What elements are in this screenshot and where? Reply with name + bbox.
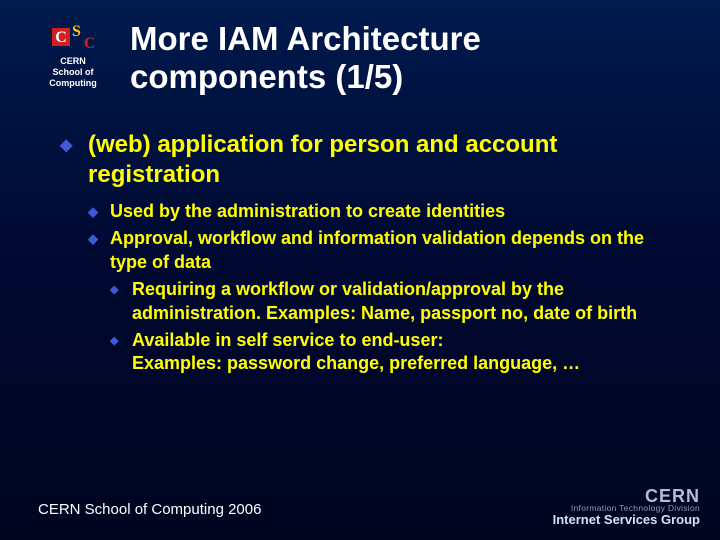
bullet-lvl2: Approval, workflow and information valid… bbox=[88, 227, 680, 274]
bullet-lvl3: Available in self service to end-user:Ex… bbox=[110, 329, 680, 376]
slide: C S C CERN School of Computing More IAM … bbox=[0, 0, 720, 540]
footer-cern: CERN bbox=[553, 487, 700, 505]
svg-text:C: C bbox=[84, 35, 94, 52]
footer-itd: Information Technology Division bbox=[553, 504, 700, 513]
logo-caption-line2: School of Computing bbox=[49, 67, 97, 88]
bullet-lvl1: (web) application for person and account… bbox=[60, 130, 680, 190]
csc-logo-icon: C S C bbox=[52, 22, 94, 52]
bullet-lvl2: Used by the administration to create ide… bbox=[88, 200, 680, 223]
footer-isg: Internet Services Group bbox=[553, 513, 700, 526]
svg-text:S: S bbox=[72, 23, 81, 40]
slide-body: (web) application for person and account… bbox=[60, 130, 680, 380]
bullet-lvl3: Requiring a workflow or validation/appro… bbox=[110, 278, 680, 325]
logo-top: C S C CERN School of Computing bbox=[38, 22, 108, 89]
logo-caption: CERN School of Computing bbox=[38, 56, 108, 89]
slide-title: More IAM Architecture components (1/5) bbox=[130, 20, 680, 96]
logo-caption-line1: CERN bbox=[60, 56, 86, 66]
footer-left: CERN School of Computing 2006 bbox=[38, 501, 261, 518]
footer-right: CERN Information Technology Division Int… bbox=[553, 487, 700, 527]
svg-text:C: C bbox=[55, 29, 67, 46]
